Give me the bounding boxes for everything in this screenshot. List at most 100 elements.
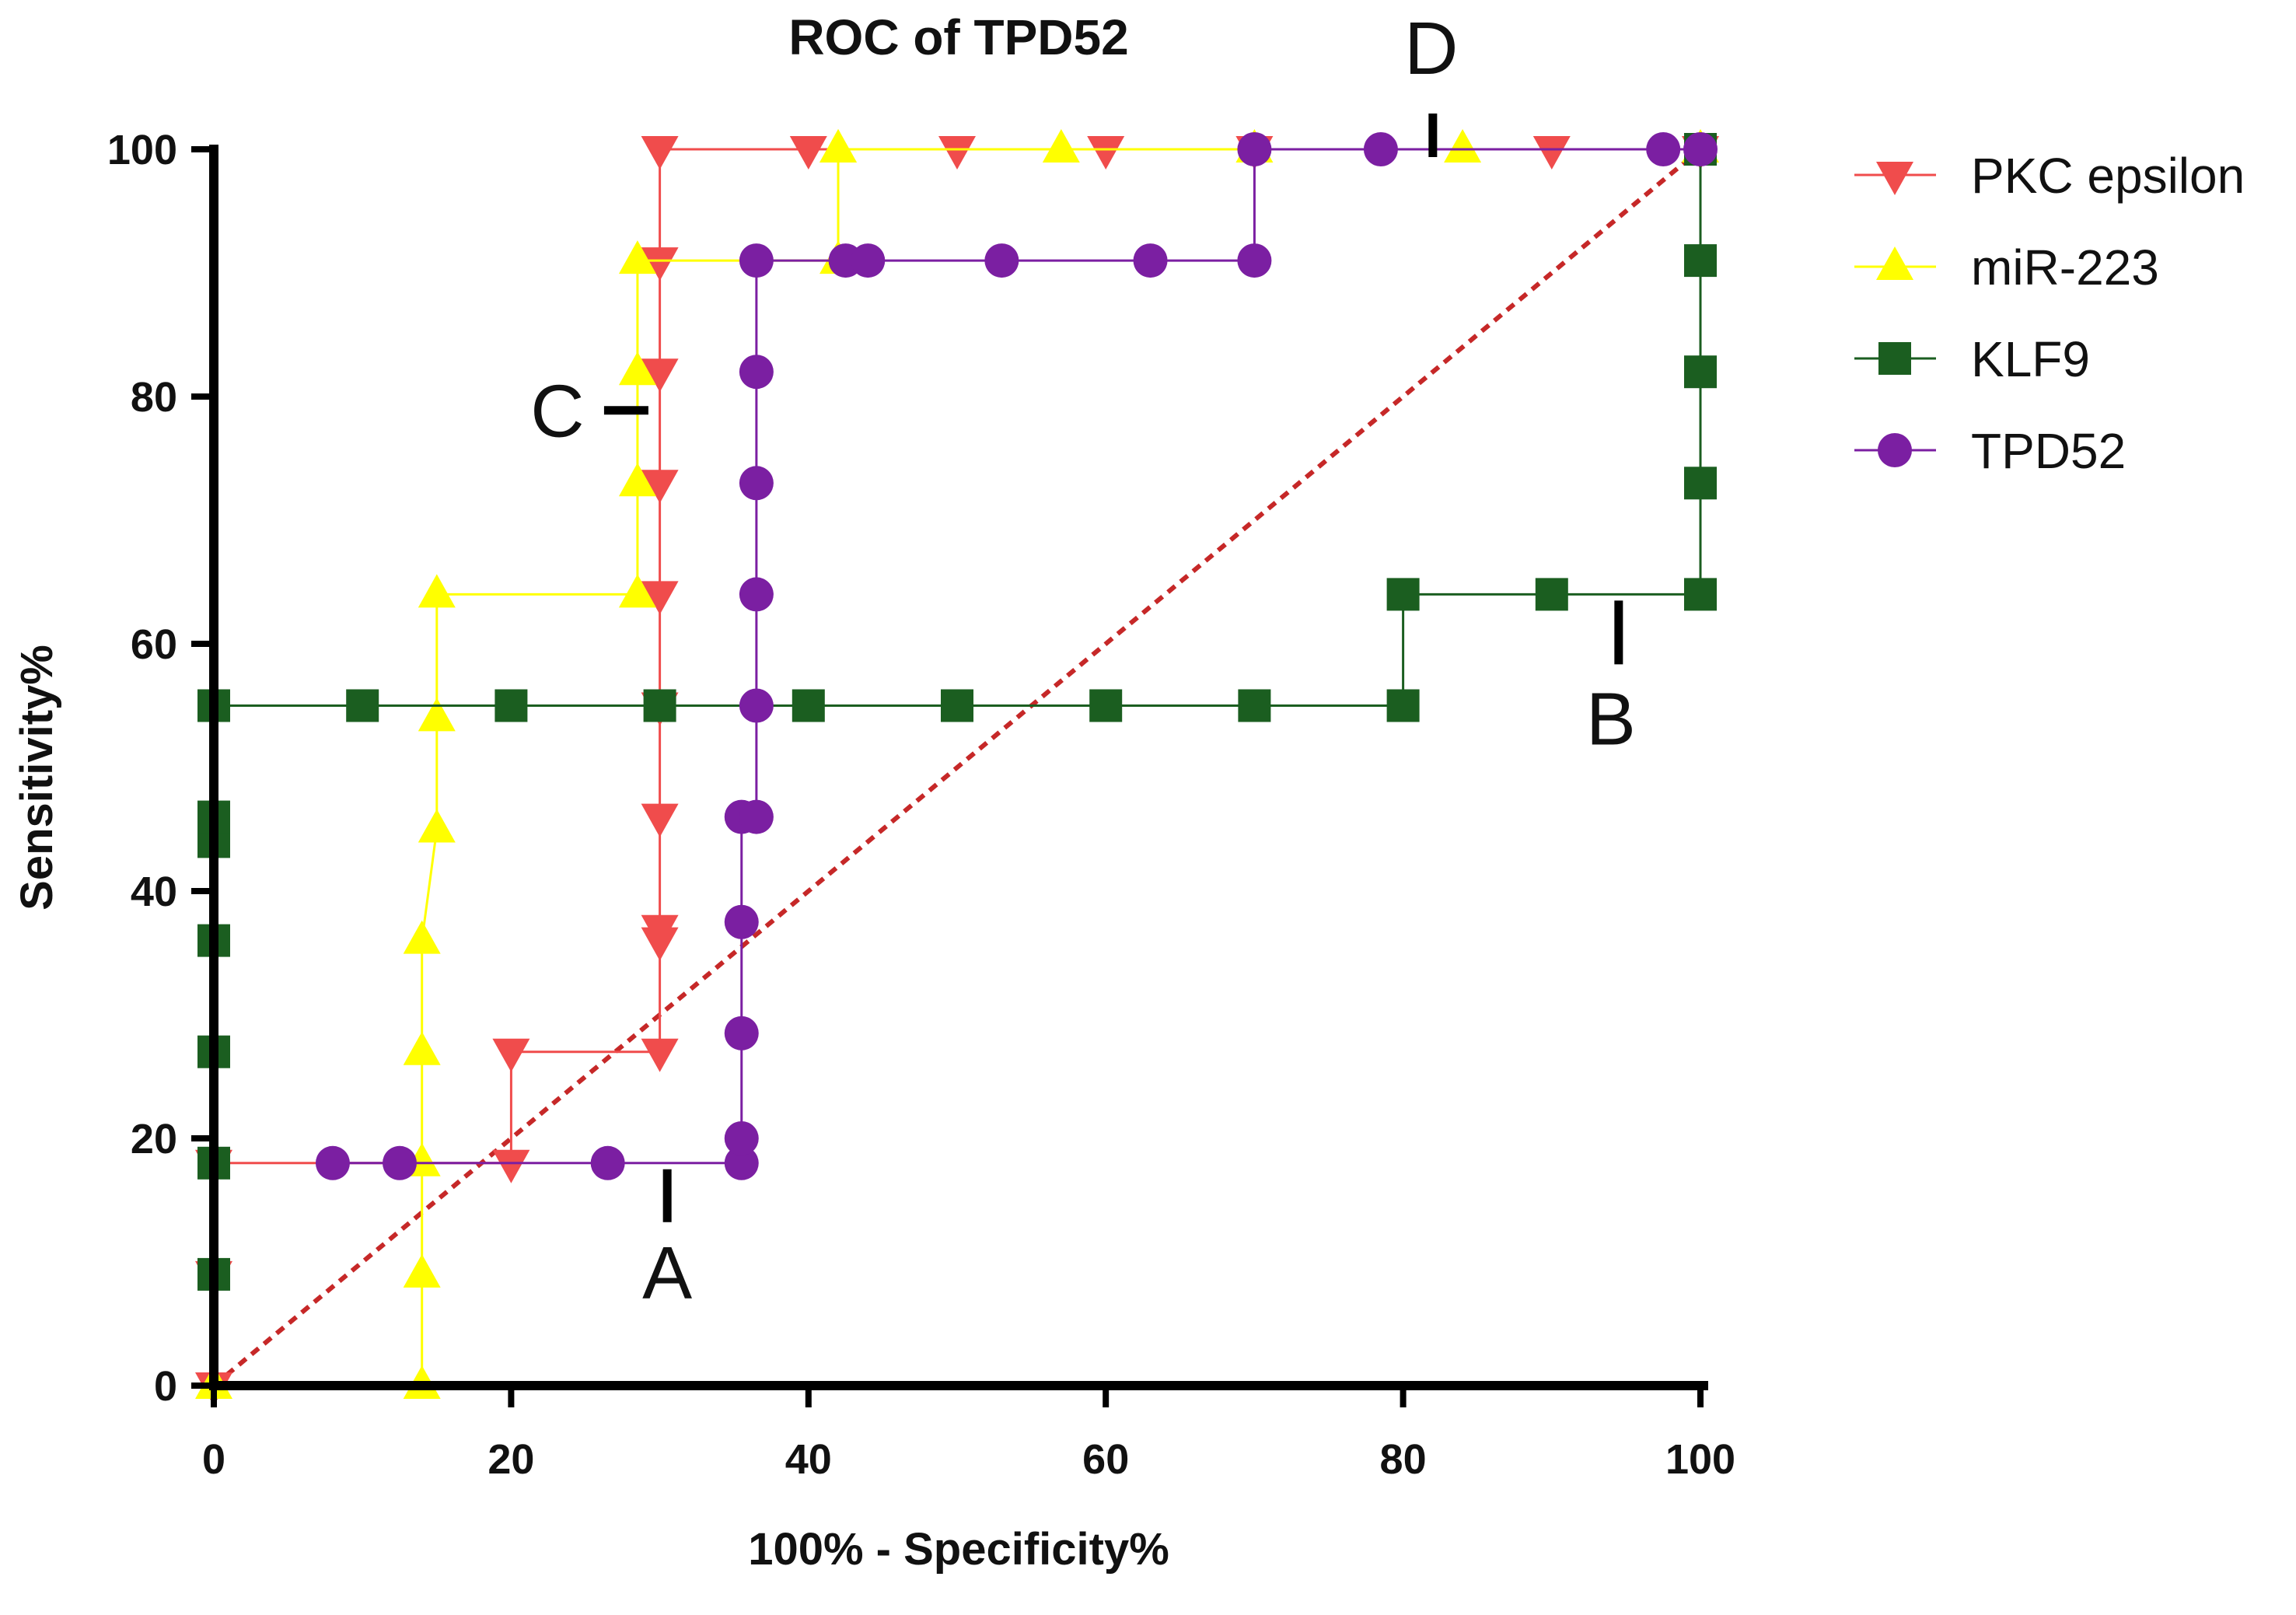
legend-marker-klf9: [1878, 342, 1911, 375]
data-point-mir-223: [1042, 129, 1080, 163]
annotation-label-a: A: [642, 1232, 692, 1315]
data-point-klf9: [643, 689, 676, 722]
data-point-tpd52: [1237, 132, 1272, 166]
legend-item-mir-223: miR-223: [1854, 239, 2159, 295]
data-point-tpd52: [1363, 132, 1398, 166]
data-point-klf9: [346, 689, 379, 722]
data-point-klf9: [1684, 244, 1717, 278]
legend-marker-pkc-epsilon: [1876, 162, 1913, 195]
y-tick-label: 20: [131, 1116, 177, 1162]
data-point-tpd52: [724, 1015, 759, 1050]
annotation-label-c: C: [530, 370, 584, 453]
data-point-tpd52: [739, 355, 774, 390]
legend-item-klf9: KLF9: [1854, 331, 2090, 387]
series-line-tpd52: [332, 148, 1700, 1165]
data-point-tpd52: [1237, 243, 1272, 278]
x-tick-label: 40: [785, 1436, 832, 1483]
series-layer: [195, 129, 1719, 1406]
annotations-layer: A B C D: [530, 7, 1636, 1315]
data-point-klf9: [1535, 578, 1568, 611]
data-point-klf9: [1386, 578, 1420, 611]
y-tick-label: 60: [131, 621, 177, 668]
data-point-klf9: [792, 689, 825, 722]
data-point-tpd52: [984, 243, 1019, 278]
data-point-pkc-epsilon: [492, 1038, 530, 1072]
data-point-mir-223: [403, 1031, 441, 1065]
series-klf9: [197, 133, 1717, 1291]
data-point-pkc-epsilon: [641, 470, 679, 504]
legend-label: miR-223: [1971, 239, 2159, 295]
data-point-tpd52: [383, 1145, 417, 1180]
data-point-klf9: [1238, 689, 1271, 722]
data-point-tpd52: [739, 243, 774, 278]
data-point-pkc-epsilon: [641, 914, 679, 949]
data-point-pkc-epsilon: [641, 581, 679, 615]
data-point-mir-223: [403, 1253, 441, 1288]
data-point-pkc-epsilon: [1087, 136, 1125, 170]
x-tick-label: 0: [202, 1436, 225, 1483]
legend-marker-tpd52: [1878, 433, 1912, 467]
ticks-layer: 0 20 40 60 80 100 0 20 40 60 80 100: [107, 127, 1735, 1483]
data-point-tpd52: [1646, 132, 1681, 166]
data-point-klf9: [941, 689, 973, 722]
data-point-pkc-epsilon: [641, 358, 679, 393]
data-point-tpd52: [315, 1145, 350, 1180]
legend-marker-mir-223: [1876, 246, 1913, 280]
data-point-pkc-epsilon: [492, 1149, 530, 1183]
y-tick-label: 100: [107, 127, 177, 173]
x-tick-label: 100: [1665, 1436, 1735, 1483]
data-point-mir-223: [618, 240, 656, 274]
x-axis-label: 100% - Specificity%: [748, 1524, 1169, 1575]
chart-title: ROC of TPD52: [788, 9, 1128, 65]
data-point-klf9: [1684, 355, 1717, 389]
data-point-tpd52: [724, 904, 759, 939]
data-point-mir-223: [618, 574, 656, 608]
y-tick-label: 40: [131, 869, 177, 915]
data-point-mir-223: [618, 463, 656, 497]
legend-label: KLF9: [1971, 331, 2090, 387]
data-point-klf9: [494, 689, 528, 722]
data-point-pkc-epsilon: [1532, 136, 1571, 170]
legend-item-pkc-epsilon: PKC epsilon: [1854, 148, 2245, 204]
annotation-label-d: D: [1404, 7, 1458, 90]
data-point-tpd52: [724, 1121, 759, 1155]
legend-label: PKC epsilon: [1971, 148, 2245, 204]
data-point-mir-223: [418, 697, 456, 732]
data-point-tpd52: [739, 688, 774, 723]
legend: PKC epsilon miR-223 KLF9 TPD52: [1854, 148, 2245, 479]
data-point-klf9: [1684, 467, 1717, 500]
legend-item-tpd52: TPD52: [1854, 423, 2126, 479]
data-point-pkc-epsilon: [641, 1038, 679, 1072]
data-point-pkc-epsilon: [641, 247, 679, 281]
series-pkc-epsilon: [195, 136, 1719, 1406]
data-point-klf9: [1684, 578, 1717, 611]
x-tick-label: 20: [488, 1436, 534, 1483]
reference-diagonal-line: [212, 147, 1702, 1388]
data-point-mir-223: [418, 574, 456, 608]
data-point-tpd52: [851, 243, 886, 278]
data-point-tpd52: [1133, 243, 1168, 278]
data-point-tpd52: [724, 1145, 759, 1180]
data-point-mir-223: [1444, 129, 1482, 163]
data-point-mir-223: [618, 351, 656, 386]
x-tick-label: 60: [1082, 1436, 1129, 1483]
y-tick-label: 0: [154, 1363, 177, 1410]
y-axis-label: Sensitivity%: [12, 645, 62, 911]
y-tick-label: 80: [131, 374, 177, 421]
data-point-pkc-epsilon: [641, 803, 679, 837]
data-point-pkc-epsilon: [789, 136, 827, 170]
data-point-mir-223: [418, 809, 456, 843]
annotation-label-b: B: [1586, 677, 1636, 760]
data-point-mir-223: [820, 129, 858, 163]
x-tick-label: 80: [1380, 1436, 1427, 1483]
data-point-klf9: [1386, 689, 1420, 722]
data-point-tpd52: [590, 1145, 625, 1180]
data-point-pkc-epsilon: [641, 136, 679, 170]
data-point-tpd52: [739, 799, 774, 834]
series-mir-223: [195, 129, 1719, 1399]
data-point-tpd52: [739, 466, 774, 501]
data-point-klf9: [1089, 689, 1123, 722]
reference-line-layer: [212, 147, 1702, 1388]
